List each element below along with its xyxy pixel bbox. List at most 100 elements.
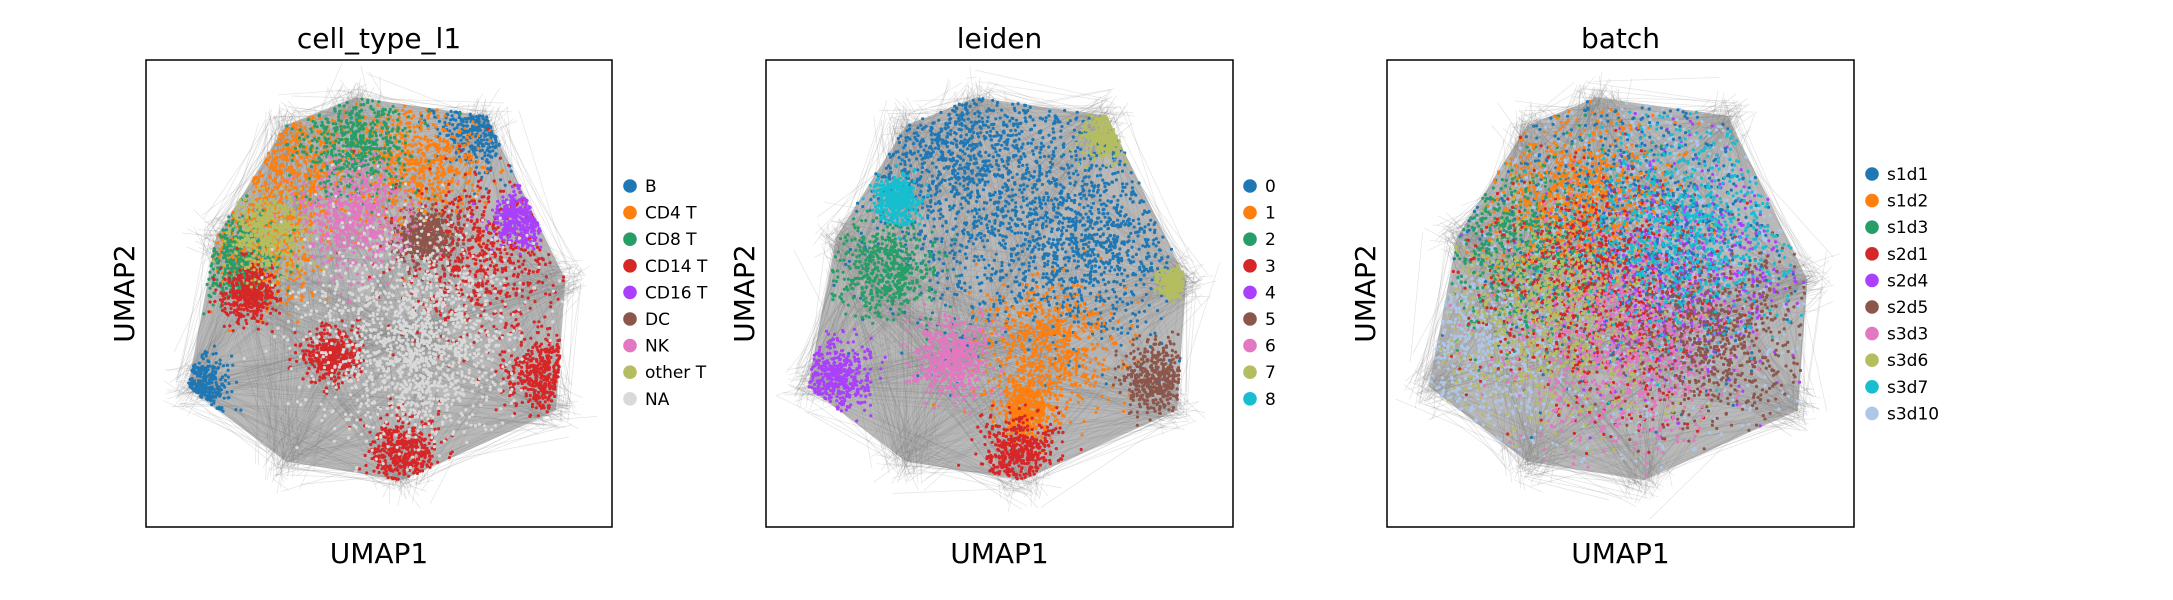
cell-point (206, 359, 210, 363)
cell-point (489, 166, 493, 170)
cell-point (309, 191, 313, 195)
cell-point (492, 241, 496, 245)
cell-point (514, 361, 519, 365)
cell-point (450, 189, 454, 193)
cell-point (474, 140, 478, 144)
cell-point (476, 134, 481, 138)
cell-point (267, 151, 271, 155)
cell-point (391, 122, 395, 127)
cell-point (476, 303, 481, 307)
cell-point (481, 234, 485, 238)
cell-point (459, 148, 463, 152)
cell-point (544, 292, 548, 296)
cell-point (273, 158, 277, 162)
cell-point (538, 344, 542, 348)
cell-point (470, 208, 474, 212)
cell-point (224, 222, 228, 227)
cell-point (285, 292, 289, 296)
cell-point (384, 131, 389, 135)
cell-point (392, 161, 396, 165)
cell-point (383, 151, 387, 155)
cell-point (268, 174, 272, 178)
cell-point (295, 151, 299, 155)
cell-point (475, 115, 479, 119)
cell-point (289, 130, 293, 134)
cell-point (479, 269, 483, 273)
cell-point (517, 265, 522, 269)
cell-point (507, 163, 511, 167)
cell-point (505, 291, 509, 295)
cell-point (441, 189, 445, 193)
cell-point (361, 125, 365, 129)
cell-point (298, 128, 302, 132)
cell-point (370, 134, 374, 138)
cell-point (330, 132, 334, 137)
cell-point (477, 241, 481, 245)
cell-point (325, 167, 329, 171)
cell-point (400, 141, 404, 145)
cell-point (494, 144, 498, 148)
cell-point (197, 368, 201, 373)
cell-point (367, 140, 372, 145)
cell-point (294, 136, 298, 140)
cell-point (319, 143, 323, 147)
cell-point (400, 133, 404, 137)
cell-point (473, 152, 477, 157)
cell-point (352, 132, 356, 137)
cell-point (263, 160, 267, 164)
cell-point (419, 126, 423, 130)
cell-point (462, 130, 466, 135)
graph-edge (549, 412, 553, 424)
cell-point (537, 262, 541, 266)
cell-point (388, 152, 392, 156)
cell-point (331, 122, 335, 126)
cell-point (349, 140, 353, 145)
cell-point (451, 247, 455, 251)
cell-point (463, 189, 467, 193)
cell-point (321, 208, 325, 213)
cell-point (533, 299, 537, 304)
cell-point (439, 195, 443, 199)
cell-point (526, 296, 530, 300)
cell-point (493, 267, 497, 272)
cell-point (289, 140, 293, 144)
cell-point (332, 143, 337, 147)
cell-point (429, 171, 433, 175)
cell-point (445, 229, 450, 233)
cell-point (224, 286, 228, 290)
cell-point (398, 168, 402, 172)
plot-area (163, 62, 597, 509)
cell-point (551, 283, 555, 288)
cell-point (317, 136, 321, 140)
cell-point (393, 136, 397, 140)
cell-point (562, 275, 566, 279)
cell-point (230, 354, 234, 358)
cell-point (207, 293, 211, 298)
cell-point (207, 391, 211, 395)
cell-point (425, 190, 429, 194)
cell-point (300, 156, 304, 160)
cell-point (373, 169, 377, 173)
cell-point (469, 299, 473, 303)
cell-point (393, 202, 397, 207)
cell-point (482, 144, 486, 148)
cell-point (372, 160, 376, 164)
cell-point (434, 144, 438, 148)
cell-point (431, 122, 436, 127)
cell-point (371, 108, 375, 112)
cell-point (201, 388, 206, 392)
cell-point (511, 261, 516, 265)
cell-point (453, 140, 457, 144)
cell-point (485, 124, 489, 129)
cell-point (288, 173, 292, 177)
cell-point (413, 135, 417, 139)
cell-point (315, 139, 319, 143)
cell-point (324, 141, 329, 145)
cell-point (532, 320, 536, 324)
cell-point (387, 117, 391, 121)
cell-point (529, 336, 533, 340)
cell-point (379, 151, 383, 155)
cell-point (463, 155, 467, 160)
cell-point (275, 149, 279, 153)
cell-point (259, 174, 263, 178)
